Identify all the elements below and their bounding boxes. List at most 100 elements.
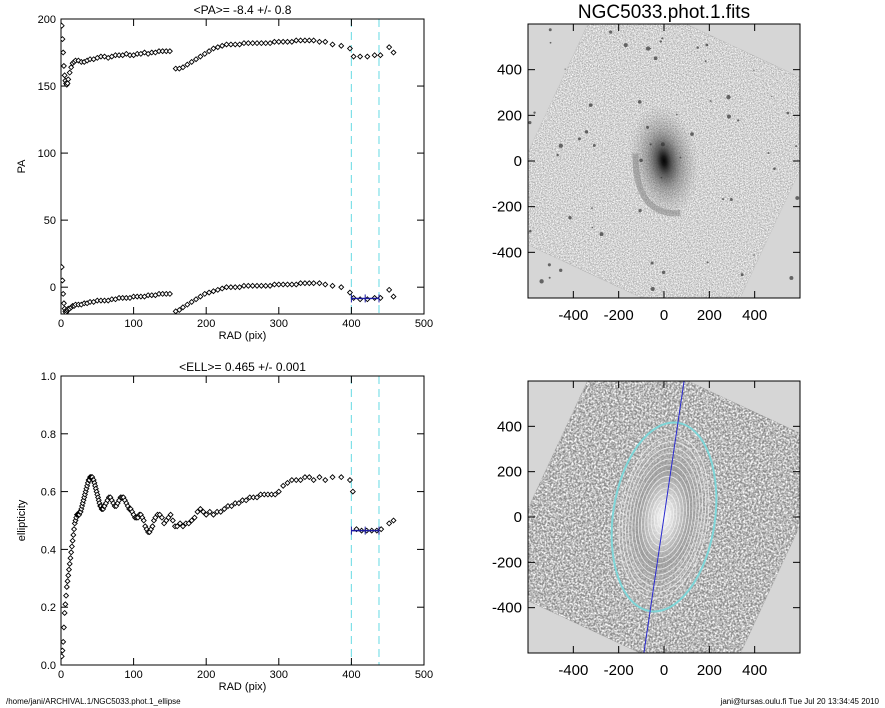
data-point-pa-0-71 <box>297 37 304 44</box>
data-point-pa-0-78 <box>338 42 345 49</box>
x-axis-label-ell: RAD (pix) <box>219 681 267 693</box>
data-point-pa-1-3 <box>61 300 67 307</box>
data-point-pa-1-51 <box>210 288 217 295</box>
galaxy-img2 <box>610 381 718 653</box>
star-img1-10 <box>709 100 712 102</box>
image-content-img2 <box>528 381 800 653</box>
img-ytick-label-img1-0: -400 <box>492 244 522 261</box>
star-img1-38 <box>548 28 552 32</box>
data-point-pa-1-66 <box>275 281 282 288</box>
data-point-pa-0-59 <box>245 40 252 47</box>
star-img1-28 <box>584 130 589 134</box>
ytick-label-ell-4: 0.8 <box>41 429 56 441</box>
xtick-label-pa-4: 400 <box>342 318 360 330</box>
data-point-pa-1-58 <box>240 282 247 289</box>
data-point-ell-0-116 <box>210 511 217 518</box>
data-point-ell-0-97 <box>158 514 165 521</box>
star-img1-27 <box>533 111 536 114</box>
xtick-label-pa-0: 0 <box>58 318 64 330</box>
star-img1-45 <box>556 153 559 157</box>
star-img1-33 <box>653 56 658 61</box>
data-point-pa-1-56 <box>232 284 239 291</box>
star-img1-13 <box>737 119 740 122</box>
data-point-ell-0-154 <box>378 526 385 533</box>
data-point-pa-1-69 <box>288 281 295 288</box>
img-ytick-label-img2-1: -200 <box>492 554 522 571</box>
data-point-pa-1-77 <box>329 282 336 289</box>
data-point-ell-0-8 <box>64 578 71 585</box>
data-point-ell-0-109 <box>188 517 195 524</box>
data-point-pa-0-50 <box>206 48 213 55</box>
plot-frame-pa <box>60 18 425 315</box>
ytick-label-pa-3: 150 <box>38 81 56 93</box>
data-point-ell-0-119 <box>221 505 228 512</box>
data-point-pa-0-56 <box>232 41 239 48</box>
star-img1-30 <box>528 121 532 125</box>
data-point-pa-1-72 <box>301 280 308 287</box>
data-point-pa-1-46 <box>188 298 195 305</box>
position-angle-line-img2 <box>637 381 691 653</box>
star-img1-48 <box>721 198 725 201</box>
data-point-pa-1-86 <box>390 293 397 300</box>
img-xtick-label-img1-3: 200 <box>697 307 722 324</box>
star-img1-57 <box>639 158 643 163</box>
data-point-pa-0-75 <box>316 38 323 45</box>
data-point-ell-0-142 <box>310 477 317 484</box>
x-axis-label-pa: RAD (pix) <box>219 330 267 342</box>
data-point-ell-0-0 <box>61 653 65 660</box>
ytick-label-pa-4: 200 <box>38 14 56 26</box>
img-xtick-label-img1-0: -400 <box>558 307 588 324</box>
ytick-label-ell-5: 1.0 <box>41 371 56 383</box>
data-point-ell-0-138 <box>293 477 300 484</box>
data-point-ell-0-155 <box>386 520 393 527</box>
star-img1-20 <box>786 111 790 115</box>
star-img1-24 <box>599 232 604 237</box>
data-point-ell-0-7 <box>63 583 70 591</box>
data-point-ell-0-133 <box>272 491 279 498</box>
xtick-label-pa-3: 300 <box>270 318 288 330</box>
galaxy-arm-img1 <box>632 153 681 217</box>
data-point-pa-0-68 <box>284 38 291 45</box>
data-point-ell-0-2 <box>61 638 67 645</box>
star-img1-0 <box>660 176 663 179</box>
data-point-pa-0-46 <box>188 58 195 65</box>
data-point-pa-0-54 <box>223 41 230 48</box>
data-point-pa-0-73 <box>306 37 313 44</box>
img-ytick-label-img2-0: -400 <box>492 600 522 617</box>
star-img1-37 <box>753 69 755 71</box>
star-img1-35 <box>568 216 572 220</box>
data-point-pa-0-9 <box>65 76 72 83</box>
data-point-pa-1-64 <box>267 282 274 289</box>
data-point-ell-0-115 <box>206 508 213 515</box>
data-point-pa-0-15 <box>75 57 82 64</box>
data-point-pa-0-55 <box>227 41 234 48</box>
star-img1-14 <box>548 276 551 279</box>
star-img1-41 <box>659 40 662 43</box>
data-point-ell-0-3 <box>61 624 67 631</box>
data-point-ell-0-12 <box>67 555 74 562</box>
data-point-ell-0-140 <box>301 474 308 481</box>
profile-plot-ell: 0 100 200 300 400 500 0.0 0.2 0.4 0.6 0.8 1.0 <ELL>=… <box>16 360 433 693</box>
data-point-ell-0-145 <box>329 474 336 481</box>
data-point-ell-0-5 <box>62 601 69 608</box>
data-point-pa-1-60 <box>249 282 256 289</box>
star-img1-17 <box>704 60 707 63</box>
star-img1-3 <box>637 100 642 104</box>
data-point-pa-1-45 <box>184 301 191 308</box>
data-point-pa-0-4 <box>61 72 68 79</box>
data-point-pa-0-76 <box>322 38 329 45</box>
xtick-label-pa-1: 100 <box>124 318 142 330</box>
data-point-ell-0-118 <box>217 508 224 515</box>
data-point-ell-0-141 <box>306 474 313 481</box>
data-point-pa-0-72 <box>301 37 308 44</box>
star-img1-47 <box>726 114 732 119</box>
data-point-pa-0-49 <box>201 50 208 57</box>
data-point-pa-1-75 <box>316 280 323 287</box>
xtick-label-ell-5: 500 <box>415 669 433 681</box>
star-img1-54 <box>559 268 563 272</box>
y-axis-label-pa: PA <box>16 159 28 174</box>
data-point-ell-0-17 <box>71 526 78 533</box>
data-point-pa-1-74 <box>310 280 317 287</box>
star-img1-34 <box>771 95 773 98</box>
star-img1-25 <box>789 275 794 280</box>
